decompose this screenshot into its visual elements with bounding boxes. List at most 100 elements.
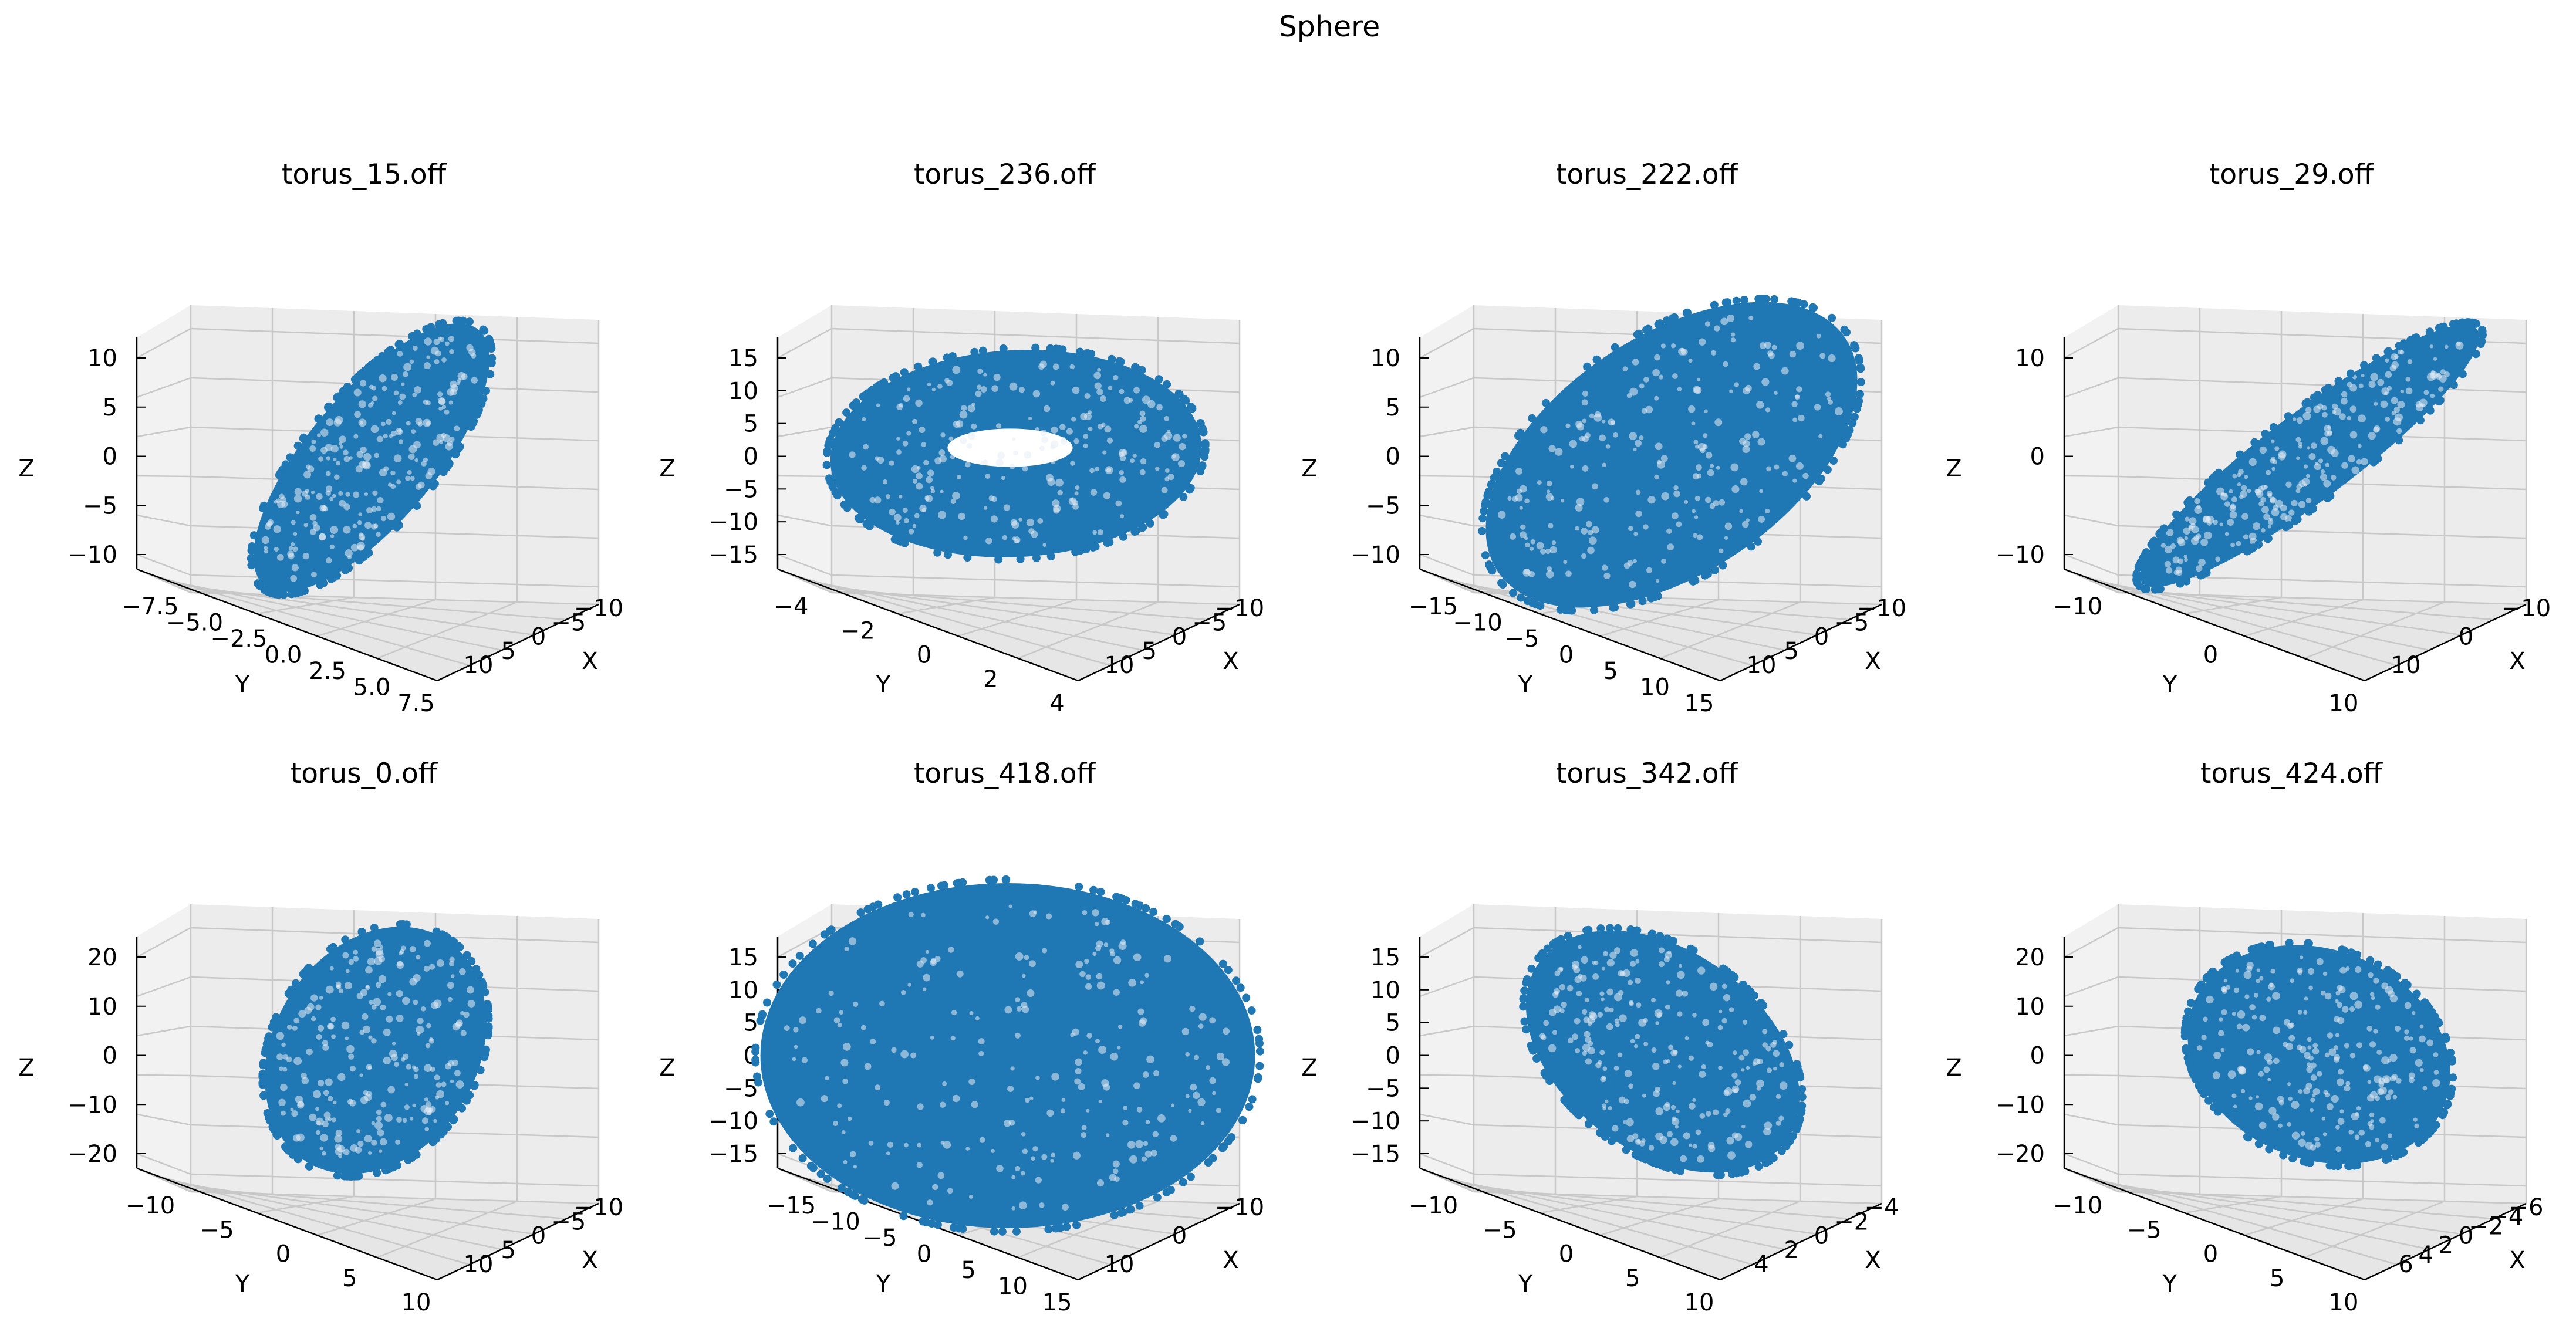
x-tick-label: −2 [1834,1208,1869,1235]
z-tick-label: 10 [1370,977,1400,1004]
x-tick-label: −5 [1192,609,1227,636]
z-tick-label: −10 [709,509,758,536]
pane-left-wall [137,904,191,1192]
x-tick-label: −10 [574,1194,623,1221]
x-axis-label: X [1865,1247,1880,1274]
y-tick-label: 10 [1684,1289,1714,1316]
y-axis-line [777,568,1079,682]
z-axis-label: Z [1946,455,1961,482]
x-tick-label: −4 [1865,1194,1899,1221]
x-tick-label: 10 [1105,1251,1135,1278]
x-axis-label: X [1223,648,1238,675]
scatter-points [247,316,497,599]
y-tick-label: −2.5 [210,626,267,653]
y-tick-label: −10 [811,1209,860,1236]
z-tick-label: 15 [728,944,758,971]
panel-5: 20100−10−20−10−505101050−5−10ZYXtorus_0.… [18,758,623,1316]
z-tick-label: −10 [68,1091,117,1118]
y-tick-label: 5 [961,1257,975,1284]
z-tick-label: 5 [744,411,758,438]
x-tick-label: 2 [1784,1237,1799,1264]
x-tick-label: 10 [1747,652,1777,679]
z-tick-label: 0 [2030,1043,2045,1070]
x-tick-label: −10 [1215,595,1264,622]
z-tick-label: 10 [728,977,758,1004]
y-tick-label: 10 [1640,674,1670,701]
panel-6: 151050−5−10−15−15−10−5051015100−10ZYXtor… [659,758,1264,1316]
x-tick-label: 10 [2391,652,2421,679]
x-axis-line [1720,603,1882,682]
scatter-body [2187,945,2450,1164]
panel-title: torus_29.off [2209,158,2375,191]
y-tick-label: −5 [1483,1216,1517,1243]
z-tick-label: −15 [709,1141,758,1168]
y-tick-label: 5.0 [353,674,391,701]
z-tick-label: 0 [744,444,758,471]
z-tick-label: 15 [728,345,758,372]
y-tick-label: 0 [276,1241,291,1268]
z-tick-label: 5 [1386,1010,1400,1037]
pane-left-wall [2064,904,2118,1192]
y-axis-line [1419,568,1721,682]
x-axis-line [437,603,599,682]
z-tick-label: 0 [103,1043,117,1070]
scatter-points [2180,938,2457,1171]
z-axis-label: Z [659,455,675,482]
scatter-body [253,323,490,592]
x-tick-label: 0 [1814,624,1829,651]
x-axis-label: X [582,648,597,675]
pane-left-wall [137,305,191,593]
y-tick-label: −15 [1409,593,1458,620]
y-tick-label: 10 [401,1289,431,1316]
panel-title: torus_342.off [1556,758,1739,790]
z-tick-label: −5 [83,492,117,519]
z-tick-label: −5 [724,1075,758,1102]
y-tick-label: 10 [998,1273,1028,1300]
y-tick-label: 0 [917,1241,931,1268]
y-axis-label: Y [1518,1270,1533,1297]
x-axis-line [1720,1202,1882,1281]
y-axis-label: Y [235,671,250,698]
x-tick-label: 0 [2459,1223,2473,1250]
z-tick-label: −10 [1351,542,1400,569]
z-tick-label: −10 [1996,1091,2045,1118]
y-tick-label: 7.5 [397,690,435,717]
y-tick-label: 5 [1625,1265,1640,1292]
scatter-points [751,875,1264,1236]
scatter-points [2132,318,2487,594]
pane-left-wall [1420,305,1474,593]
x-tick-label: −5 [551,1208,586,1235]
z-tick-label: −15 [1351,1141,1400,1168]
z-tick-label: 0 [1386,444,1400,471]
x-tick-label: 5 [1142,638,1157,665]
x-tick-label: 10 [464,1251,494,1278]
x-axis-label: X [582,1247,597,1274]
z-tick-label: −10 [1351,1108,1400,1135]
z-tick-label: 10 [2015,993,2045,1020]
y-axis-line [136,568,438,682]
axis-lines [136,937,599,1281]
y-axis-label: Y [876,1270,891,1297]
y-tick-label: −5 [2127,1216,2162,1243]
panel-3: 1050−5−10−15−10−50510151050−5−10ZYXtorus… [1301,158,1906,717]
y-tick-label: 0.0 [265,642,302,669]
y-tick-label: −10 [126,1192,175,1219]
y-tick-label: 0 [2203,642,2218,669]
panel-title: torus_424.off [2200,758,2383,790]
pane-floor [2064,1168,2526,1280]
z-tick-label: −10 [1996,542,2045,569]
z-tick-label: 10 [87,345,117,372]
scatter-body [760,883,1255,1228]
x-axis-line [2364,603,2527,682]
y-tick-label: 0 [917,642,931,669]
pane-left-wall [2064,305,2118,593]
axis-lines [2063,337,2527,682]
z-axis-label: Z [18,455,34,482]
y-tick-label: −5 [200,1216,234,1243]
y-tick-label: −10 [2053,593,2102,620]
z-tick-label: −20 [1996,1141,2045,1168]
y-tick-label: −10 [1453,610,1502,637]
y-tick-label: −2 [840,617,875,644]
y-tick-label: −10 [1409,1192,1458,1219]
